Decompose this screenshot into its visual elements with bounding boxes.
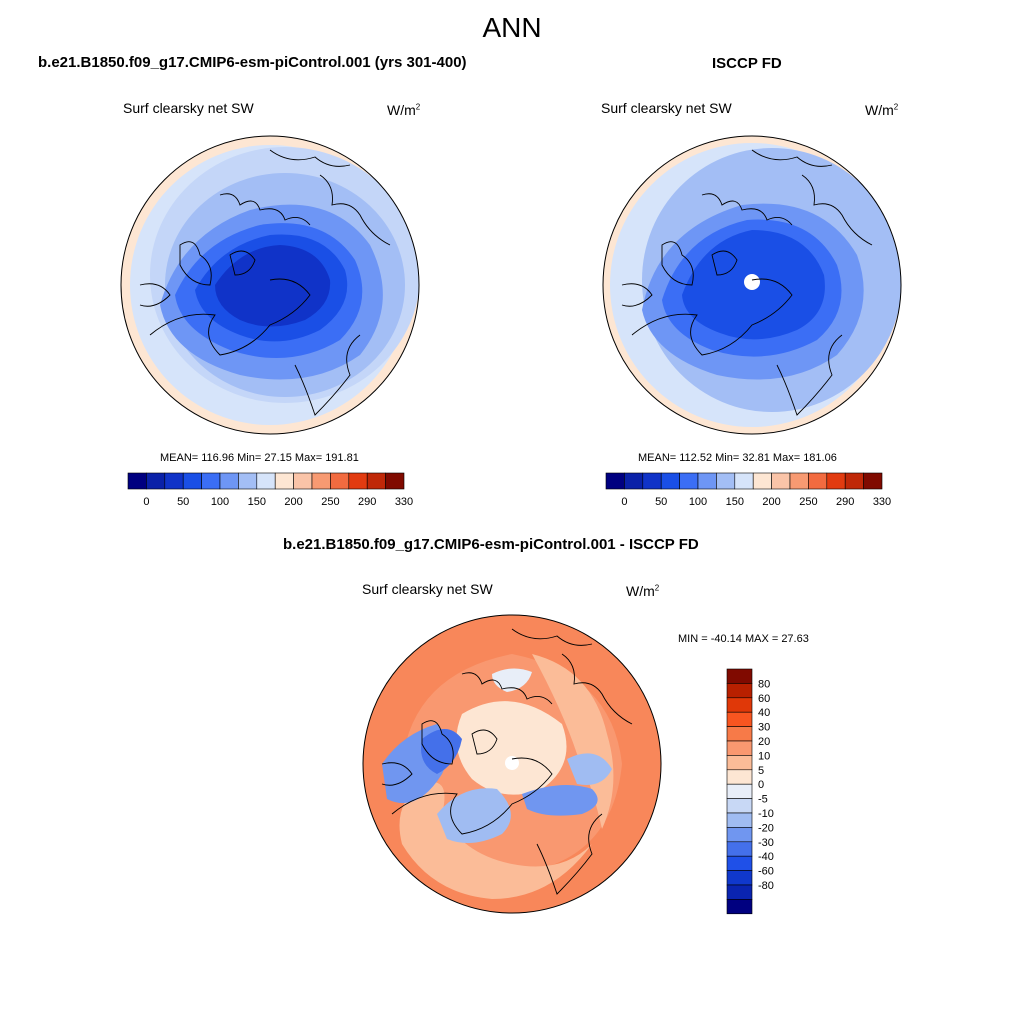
colorbar-swatch [201,472,221,490]
colorbar-tick-label: 200 [762,496,780,508]
panel2-units-label: W/m2 [865,102,899,118]
colorbar-tick-label: 10 [758,750,770,762]
colorbar-tick-label: 200 [284,496,302,508]
panel3-difference-map [362,614,662,914]
colorbar-tick-label: 250 [799,496,817,508]
colorbar-tick-label: 50 [655,496,667,508]
colorbar-swatch [127,472,147,490]
colorbar-tick-label: 5 [758,765,764,777]
colorbar-swatch [219,472,239,490]
colorbar-swatch [734,472,754,490]
colorbar-swatch [726,798,753,814]
colorbar-swatch [726,755,753,771]
panel2-case-title: ISCCP FD [712,55,782,72]
colorbar-tick-label: -10 [758,808,774,820]
colorbar-tick-label: 20 [758,736,770,748]
colorbar-swatch [311,472,331,490]
colorbar-swatch [726,899,753,915]
colorbar-swatch [726,726,753,742]
panel3-variable-label: Surf clearsky net SW [362,581,493,597]
colorbar-tick-label: 250 [321,496,339,508]
colorbar-swatch [726,668,753,684]
colorbar-swatch [789,472,809,490]
colorbar-swatch [726,855,753,871]
colorbar-tick-label: -40 [758,851,774,863]
panel2-colorbar: 0 50 100 150 200 250 290 330 [605,472,891,508]
colorbar-tick-label: -60 [758,866,774,878]
panel3-units-label: W/m2 [626,583,660,599]
panel1-case-title: b.e21.B1850.f09_g17.CMIP6-esm-piControl.… [38,54,467,71]
colorbar-swatch [726,697,753,713]
colorbar-tick-label: 60 [758,693,770,705]
colorbar-swatch [771,472,791,490]
colorbar-swatch [679,472,699,490]
colorbar-tick-label: -80 [758,880,774,892]
colorbar-swatch [182,472,202,490]
colorbar-tick-label: 0 [143,496,149,508]
colorbar-swatch [726,683,753,699]
colorbar-tick-label: 0 [621,496,627,508]
colorbar-swatch [844,472,864,490]
panel1-stats: MEAN= 116.96 Min= 27.15 Max= 191.81 [160,452,359,464]
colorbar-swatch [146,472,166,490]
colorbar-swatch [826,472,846,490]
colorbar-tick-label: 150 [726,496,744,508]
figure-title: ANN [482,12,542,43]
colorbar-swatch [726,841,753,857]
colorbar-swatch [716,472,736,490]
colorbar-swatch [726,769,753,785]
colorbar-swatch [293,472,313,490]
colorbar-tick-label: -30 [758,837,774,849]
colorbar-tick-label: 330 [395,496,413,508]
panel1-map [120,135,420,435]
colorbar-tick-label: 330 [873,496,891,508]
colorbar-swatch [726,812,753,828]
colorbar-swatch [348,472,368,490]
panel2-variable-label: Surf clearsky net SW [601,100,732,116]
panel1-variable-label: Surf clearsky net SW [123,100,254,116]
colorbar-swatch [726,827,753,843]
colorbar-swatch [238,472,258,490]
colorbar-swatch [726,870,753,886]
colorbar-swatch [697,472,717,490]
colorbar-swatch [330,472,350,490]
panel2-map [602,135,902,435]
colorbar-swatch [605,472,625,490]
colorbar-tick-label: -5 [758,794,768,806]
colorbar-swatch [660,472,680,490]
colorbar-tick-label: -20 [758,822,774,834]
colorbar-swatch [808,472,828,490]
panel3-case-title: b.e21.B1850.f09_g17.CMIP6-esm-piControl.… [283,536,699,553]
colorbar-swatch [726,884,753,900]
colorbar-swatch [256,472,276,490]
colorbar-swatch [752,472,772,490]
colorbar-tick-label: 290 [836,496,854,508]
colorbar-tick-label: 50 [177,496,189,508]
colorbar-swatch [726,740,753,756]
colorbar-tick-label: 100 [689,496,707,508]
panel3-stats: MIN = -40.14 MAX = 27.63 [678,633,809,645]
colorbar-swatch [642,472,662,490]
colorbar-tick-label: 40 [758,707,770,719]
colorbar-tick-label: 100 [211,496,229,508]
panel1-colorbar: 0 50 100 150 200 250 290 330 [127,472,413,508]
panel2-stats: MEAN= 112.52 Min= 32.81 Max= 181.06 [638,452,837,464]
colorbar-tick-label: 0 [758,779,764,791]
colorbar-tick-label: 150 [248,496,266,508]
colorbar-swatch [863,472,883,490]
colorbar-tick-label: 80 [758,678,770,690]
colorbar-swatch [624,472,644,490]
colorbar-tick-label: 290 [358,496,376,508]
colorbar-swatch [385,472,405,490]
colorbar-swatch [726,711,753,727]
panel3-colorbar: 80 60 40 30 20 10 5 0 -5 -10 -20 -30 -40 -60 -80 [726,668,774,915]
colorbar-swatch [274,472,294,490]
colorbar-tick-label: 30 [758,722,770,734]
colorbar-swatch [366,472,386,490]
colorbar-swatch [164,472,184,490]
panel1-units-label: W/m2 [387,102,421,118]
colorbar-swatch [726,783,753,799]
